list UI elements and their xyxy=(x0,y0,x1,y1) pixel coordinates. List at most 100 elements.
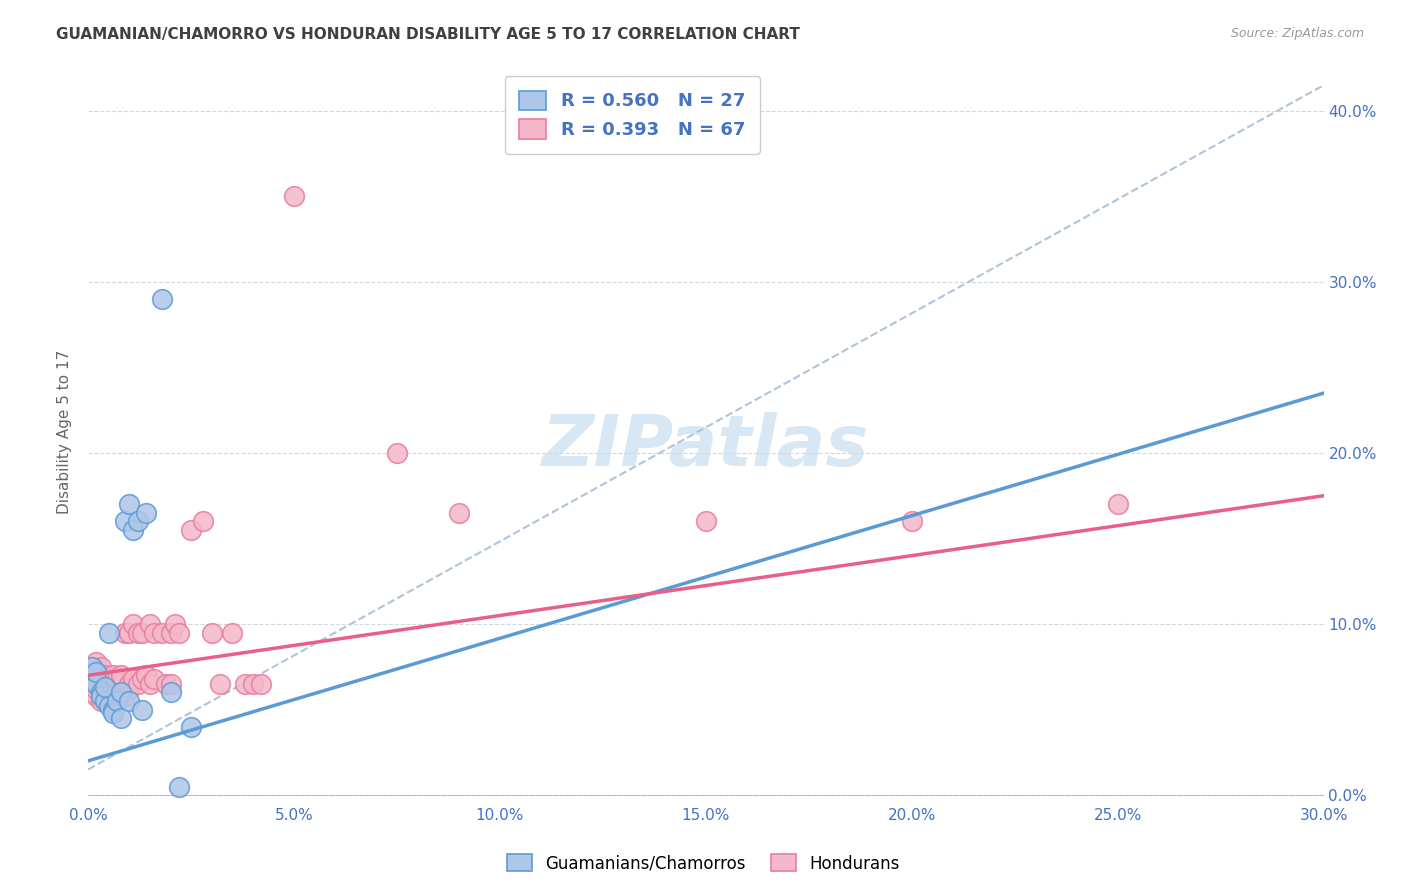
Point xyxy=(150,625,173,640)
Point xyxy=(143,625,166,640)
Point xyxy=(242,677,264,691)
Point xyxy=(167,625,190,640)
Point xyxy=(114,625,136,640)
Point xyxy=(89,668,111,682)
Point xyxy=(105,681,128,696)
Text: GUAMANIAN/CHAMORRO VS HONDURAN DISABILITY AGE 5 TO 17 CORRELATION CHART: GUAMANIAN/CHAMORRO VS HONDURAN DISABILIT… xyxy=(56,27,800,42)
Point xyxy=(118,677,141,691)
Point xyxy=(114,689,136,703)
Y-axis label: Disability Age 5 to 17: Disability Age 5 to 17 xyxy=(58,350,72,514)
Point xyxy=(89,689,111,703)
Point xyxy=(101,706,124,720)
Point xyxy=(89,685,111,699)
Point xyxy=(385,446,408,460)
Point xyxy=(86,665,108,679)
Point xyxy=(93,689,115,703)
Point xyxy=(97,677,120,691)
Point xyxy=(131,625,153,640)
Point xyxy=(101,681,124,696)
Point xyxy=(93,694,115,708)
Point xyxy=(110,668,132,682)
Point xyxy=(135,668,157,682)
Point xyxy=(86,677,108,691)
Point xyxy=(118,497,141,511)
Point xyxy=(118,681,141,696)
Point xyxy=(89,660,111,674)
Point xyxy=(221,625,243,640)
Point xyxy=(135,506,157,520)
Point xyxy=(101,677,124,691)
Point xyxy=(93,681,115,696)
Point xyxy=(118,625,141,640)
Point xyxy=(82,672,104,686)
Point xyxy=(122,672,145,686)
Point xyxy=(110,711,132,725)
Point xyxy=(89,685,111,699)
Point xyxy=(105,672,128,686)
Point xyxy=(82,660,104,674)
Point xyxy=(89,694,111,708)
Point xyxy=(82,677,104,691)
Legend: R = 0.560   N = 27, R = 0.393   N = 67: R = 0.560 N = 27, R = 0.393 N = 67 xyxy=(505,76,759,153)
Point xyxy=(150,292,173,306)
Point xyxy=(695,515,717,529)
Point xyxy=(86,689,108,703)
Point xyxy=(159,677,181,691)
Point xyxy=(82,685,104,699)
Point xyxy=(97,685,120,699)
Point xyxy=(97,672,120,686)
Point xyxy=(131,672,153,686)
Point xyxy=(127,625,149,640)
Point xyxy=(110,685,132,699)
Point xyxy=(250,677,273,691)
Point xyxy=(105,694,128,708)
Point xyxy=(77,672,100,686)
Legend: Guamanians/Chamorros, Hondurans: Guamanians/Chamorros, Hondurans xyxy=(501,847,905,880)
Point xyxy=(201,625,224,640)
Point xyxy=(114,515,136,529)
Point xyxy=(163,617,186,632)
Point xyxy=(93,681,115,695)
Point xyxy=(155,677,177,691)
Point xyxy=(122,617,145,632)
Point xyxy=(127,515,149,529)
Point xyxy=(86,668,108,682)
Point xyxy=(900,515,922,529)
Point xyxy=(97,625,120,640)
Point xyxy=(159,625,181,640)
Point xyxy=(143,672,166,686)
Point xyxy=(122,523,145,537)
Text: ZIPatlas: ZIPatlas xyxy=(543,412,869,481)
Point xyxy=(167,780,190,794)
Point xyxy=(89,672,111,686)
Point xyxy=(159,685,181,699)
Point xyxy=(1107,497,1129,511)
Point xyxy=(139,677,162,691)
Point xyxy=(208,677,231,691)
Point xyxy=(131,702,153,716)
Text: Source: ZipAtlas.com: Source: ZipAtlas.com xyxy=(1230,27,1364,40)
Point xyxy=(180,523,202,537)
Point xyxy=(180,720,202,734)
Point xyxy=(86,655,108,669)
Point xyxy=(77,668,100,682)
Point xyxy=(77,665,100,679)
Point xyxy=(110,685,132,699)
Point xyxy=(127,677,149,691)
Point xyxy=(193,515,215,529)
Point xyxy=(118,694,141,708)
Point xyxy=(86,681,108,696)
Point xyxy=(101,702,124,716)
Point xyxy=(101,668,124,682)
Point xyxy=(139,617,162,632)
Point xyxy=(447,506,470,520)
Point xyxy=(97,699,120,714)
Point xyxy=(105,689,128,703)
Point xyxy=(89,677,111,691)
Point xyxy=(93,668,115,682)
Point xyxy=(93,677,115,691)
Point xyxy=(283,189,305,203)
Point xyxy=(233,677,256,691)
Point xyxy=(110,677,132,691)
Point xyxy=(82,660,104,674)
